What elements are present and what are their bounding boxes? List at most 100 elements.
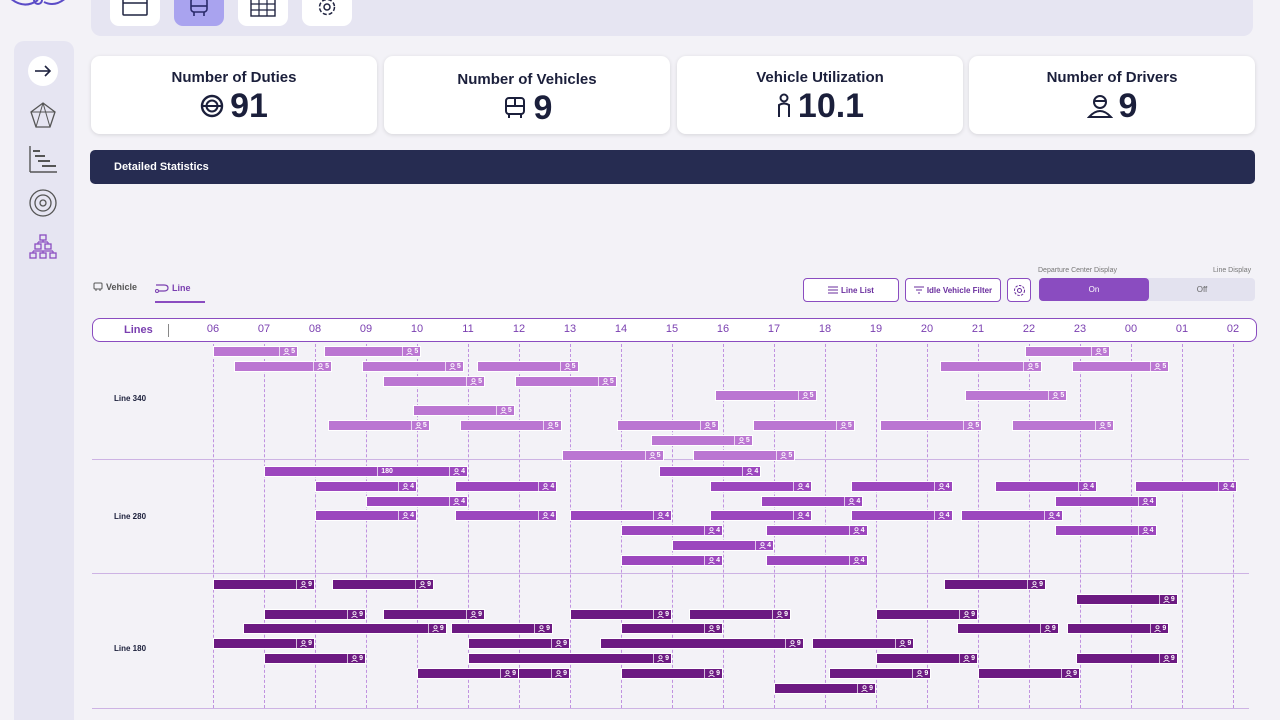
duty-bar[interactable]: 4 — [710, 480, 813, 492]
duty-bar[interactable]: 9 — [1075, 593, 1178, 605]
hierarchy-icon — [29, 234, 57, 259]
duty-bar[interactable]: 4 — [672, 540, 774, 551]
table-view-button[interactable] — [238, 0, 288, 26]
duty-bar[interactable]: 5 — [561, 449, 664, 461]
duty-bar[interactable]: 4 — [850, 480, 953, 492]
duty-bar[interactable]: 5 — [1071, 360, 1170, 372]
duty-bar[interactable]: 180 4 — [264, 466, 468, 477]
duty-bar[interactable]: 9 — [812, 638, 915, 650]
bus-view-button[interactable] — [174, 0, 224, 26]
duty-bar[interactable]: 9 — [944, 579, 1046, 590]
duty-bar[interactable]: 9 — [1067, 623, 1170, 635]
duty-bar[interactable]: 9 — [876, 608, 978, 620]
toggle-on-option[interactable]: On — [1039, 278, 1149, 301]
driver-icon — [542, 512, 550, 520]
bar-driver-count: 9 — [1150, 624, 1166, 634]
duty-bar[interactable]: 5 — [327, 420, 430, 431]
duty-bar[interactable]: 4 — [765, 525, 868, 537]
duty-bar[interactable]: 9 — [451, 623, 553, 635]
duty-bar[interactable]: 4 — [710, 510, 813, 522]
duty-bar[interactable]: 5 — [939, 360, 1042, 372]
duty-bar[interactable]: 4 — [961, 510, 1063, 522]
duty-bar[interactable]: 9 — [468, 638, 570, 650]
duty-bar[interactable]: 5 — [234, 360, 332, 372]
duty-bar[interactable]: 4 — [850, 510, 953, 522]
duty-bar[interactable]: 5 — [361, 360, 464, 372]
duty-bar[interactable]: 5 — [383, 375, 485, 387]
duty-bar[interactable]: 9 — [332, 579, 434, 590]
duty-bar[interactable]: 9 — [213, 579, 315, 590]
duty-bar[interactable]: 5 — [514, 375, 617, 387]
duty-bar[interactable]: 9 — [621, 667, 723, 679]
duty-bar[interactable]: 4 — [455, 510, 558, 522]
duty-bar[interactable]: 9 — [774, 682, 876, 694]
duty-bar[interactable]: 5 — [323, 346, 422, 357]
duty-bar[interactable]: 5 — [213, 346, 298, 357]
duty-bar[interactable]: 4 — [995, 480, 1097, 492]
duty-bar[interactable]: 5 — [880, 420, 983, 431]
toggle-off-option[interactable]: Off — [1196, 285, 1208, 294]
duty-bar[interactable]: 9 — [468, 653, 672, 664]
duty-bar[interactable]: 9 — [417, 667, 519, 679]
display-toggle[interactable]: On Off — [1039, 278, 1255, 301]
tab-line[interactable]: Line — [155, 282, 205, 303]
duty-bar[interactable]: 9 — [383, 608, 485, 620]
duty-bar[interactable]: 4 — [315, 510, 417, 522]
duty-bar[interactable]: 5 — [476, 360, 579, 372]
sidebar-item-radar[interactable] — [26, 186, 60, 220]
duty-bar[interactable]: 4 — [315, 480, 417, 492]
expand-sidebar-button[interactable] — [28, 56, 58, 86]
hour-label: 07 — [257, 323, 271, 335]
duty-bar[interactable]: 9 — [956, 623, 1059, 635]
duty-bar[interactable]: 9 — [689, 608, 791, 620]
duty-bar[interactable]: 9 — [1075, 653, 1178, 664]
duty-bar[interactable]: 4 — [1054, 525, 1157, 537]
duty-bar[interactable]: 5 — [412, 405, 515, 417]
duty-bar[interactable]: 5 — [752, 420, 855, 431]
duty-bar[interactable]: 9 — [599, 638, 804, 650]
detailed-statistics-header[interactable]: Detailed Statistics — [90, 150, 1255, 184]
duty-bar[interactable]: 9 — [876, 653, 978, 664]
duty-bar[interactable]: 4 — [455, 480, 558, 492]
timeline-settings-button[interactable] — [1007, 278, 1031, 302]
duty-bar[interactable]: 4 — [761, 495, 864, 507]
bar-driver-count: 9 — [1039, 624, 1056, 634]
duty-bar[interactable]: 4 — [659, 466, 762, 477]
duty-bar[interactable]: 9 — [213, 638, 315, 650]
duty-bar[interactable]: 9 — [829, 667, 932, 679]
duty-bar[interactable]: 5 — [459, 420, 562, 431]
bar-driver-count: 9 — [653, 609, 669, 619]
duty-bar[interactable]: 9 — [570, 608, 672, 620]
duty-bar[interactable]: 9 — [242, 623, 447, 635]
duty-bar[interactable]: 5 — [714, 390, 817, 402]
duty-bar[interactable]: 5 — [1012, 420, 1114, 431]
duty-bar[interactable]: 9 — [978, 667, 1080, 679]
duty-bar[interactable]: 4 — [366, 495, 468, 507]
duty-bar[interactable]: 5 — [693, 449, 796, 461]
window-view-button[interactable] — [110, 0, 160, 26]
duty-bar[interactable]: 9 — [264, 608, 366, 620]
duty-bar[interactable]: 4 — [621, 554, 723, 566]
tab-label: Line — [172, 283, 191, 293]
duty-bar[interactable]: 4 — [765, 554, 868, 566]
duty-bar[interactable]: 4 — [570, 510, 672, 522]
tab-vehicle[interactable]: Vehicle — [93, 282, 137, 292]
line-list-button[interactable]: Line List — [803, 278, 899, 302]
duty-bar[interactable]: 4 — [1135, 480, 1238, 492]
settings-view-button[interactable] — [302, 0, 352, 26]
duty-bar[interactable]: 5 — [650, 434, 753, 446]
hour-label: 06 — [206, 323, 220, 335]
driver-icon — [738, 437, 745, 444]
duty-bar[interactable]: 5 — [616, 420, 719, 431]
sidebar-item-network[interactable] — [26, 98, 60, 132]
idle-vehicle-filter-button[interactable]: Idle Vehicle Filter — [905, 278, 1001, 302]
driver-icon — [848, 497, 856, 505]
duty-bar[interactable]: 4 — [621, 525, 723, 537]
sidebar-item-hierarchy[interactable] — [26, 230, 60, 264]
duty-bar[interactable]: 9 — [621, 623, 723, 635]
duty-bar[interactable]: 5 — [1024, 346, 1110, 357]
duty-bar[interactable]: 4 — [1054, 495, 1157, 507]
duty-bar[interactable]: 5 — [965, 390, 1068, 402]
duty-bar[interactable]: 9 — [264, 653, 366, 664]
sidebar-item-gantt[interactable] — [26, 142, 60, 176]
